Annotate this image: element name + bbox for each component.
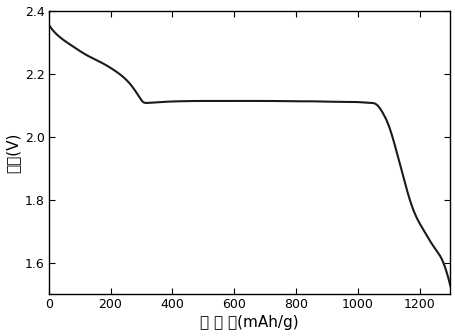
X-axis label: 比 容 量(mAh/g): 比 容 量(mAh/g): [200, 316, 298, 330]
Y-axis label: 电压(V): 电压(V): [5, 132, 20, 172]
